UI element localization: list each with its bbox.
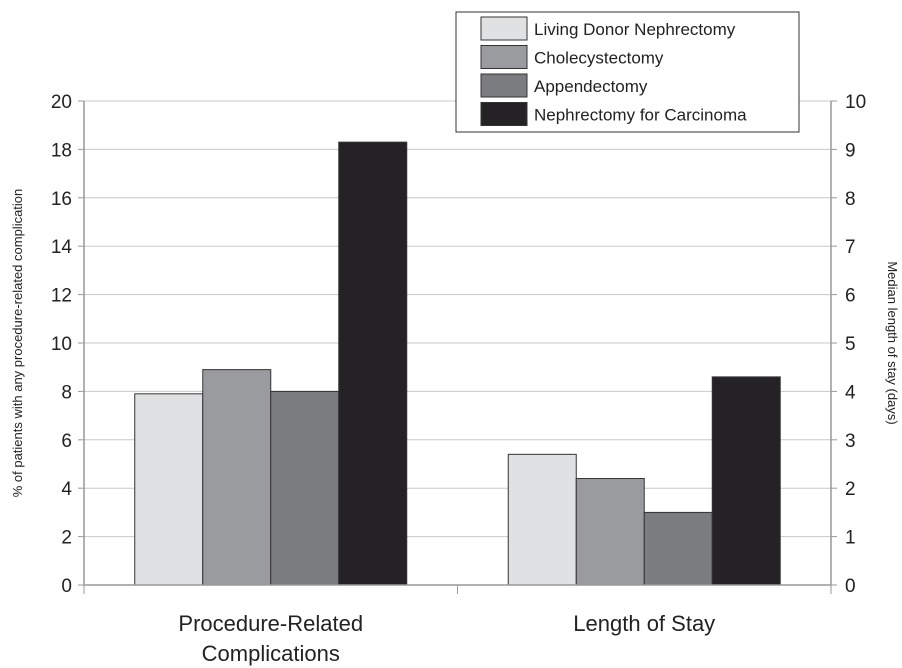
legend-swatch [480,102,528,126]
right-tick-label: 3 [845,431,856,452]
bar [338,141,408,586]
right-tick-label: 5 [845,334,856,355]
legend-swatch [480,73,528,98]
left-tick-labels: 0 2 4 6 8 10 12 14 16 18 20 [51,92,832,597]
category-label: Complications [202,641,340,666]
legend-swatch [480,45,528,69]
left-tick-label: 12 [51,286,72,307]
left-tick-label: 16 [51,189,72,210]
left-tick-label: 18 [51,140,72,161]
category-label: Procedure-Related [178,611,363,636]
bar [202,369,272,586]
bar [134,393,204,586]
right-tick-label: 9 [845,140,856,161]
left-tick-label: 4 [61,479,72,500]
legend: Living Donor Nephrectomy Cholecystectomy A… [455,11,800,133]
legend-label: Living Donor Nephrectomy [534,20,736,39]
left-axis-title: % of patients with any procedure-related… [10,189,25,498]
right-tick-label: 6 [845,286,856,307]
right-tick-label: 4 [845,382,856,403]
left-tick-label: 14 [51,237,73,258]
right-tick-label: 8 [845,189,856,210]
bar [270,390,340,586]
bar [575,478,645,586]
category-labels: Procedure-Related Complications Length of … [178,611,715,666]
left-tick-label: 8 [61,382,72,403]
category-label: Length of Stay [573,611,715,636]
right-tick-label: 2 [845,479,856,500]
left-tick-label: 0 [61,576,72,597]
right-tick-label: 10 [845,92,866,113]
left-tick-label: 2 [61,528,72,549]
right-tick-label: 0 [845,576,856,597]
right-tick-label: 7 [845,237,856,258]
legend-label: Cholecystectomy [534,49,664,68]
bar [711,376,781,586]
legend-swatch [480,16,528,41]
legend-label: Appendectomy [534,77,648,96]
legend-label: Nephrectomy for Carcinoma [534,106,747,125]
left-tick-label: 10 [51,334,72,355]
bar [507,453,577,586]
left-tick-label: 20 [51,92,72,113]
bars [134,141,781,586]
right-tick-labels: 0 1 2 3 4 5 6 7 8 9 10 [831,92,866,597]
right-axis-title: Median length of stay (days) [885,261,900,424]
right-tick-label: 1 [845,528,856,549]
left-tick-label: 6 [61,431,72,452]
bar [643,511,713,586]
